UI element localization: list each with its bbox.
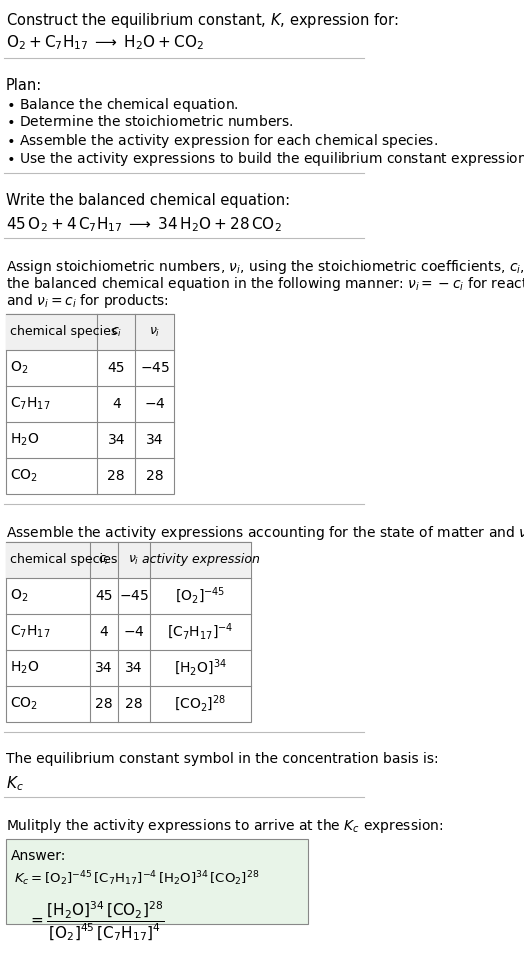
Text: $\mathrm{C_7H_{17}}$: $\mathrm{C_7H_{17}}$ — [10, 396, 50, 412]
Text: $-4$: $-4$ — [123, 625, 145, 639]
Text: chemical species: chemical species — [10, 326, 117, 338]
Text: 4: 4 — [112, 397, 121, 411]
Text: $K_c = [\mathrm{O_2}]^{-45}\,[\mathrm{C_7H_{17}}]^{-4}\,[\mathrm{H_2O}]^{34}\,[\: $K_c = [\mathrm{O_2}]^{-45}\,[\mathrm{C_… — [14, 869, 259, 888]
Text: Mulitply the activity expressions to arrive at the $K_c$ expression:: Mulitply the activity expressions to arr… — [6, 817, 443, 835]
Text: $[\mathrm{O_2}]^{-45}$: $[\mathrm{O_2}]^{-45}$ — [175, 586, 226, 606]
Text: 34: 34 — [107, 433, 125, 447]
Text: $\bullet$ Use the activity expressions to build the equilibrium constant express: $\bullet$ Use the activity expressions t… — [6, 150, 524, 168]
Text: $-45$: $-45$ — [119, 589, 149, 603]
Text: $\nu_i$: $\nu_i$ — [149, 326, 160, 338]
Text: 28: 28 — [95, 697, 113, 711]
Text: activity expression: activity expression — [141, 554, 259, 566]
Text: $[\mathrm{H_2O}]^{34}$: $[\mathrm{H_2O}]^{34}$ — [174, 657, 227, 678]
Text: $-4$: $-4$ — [144, 397, 166, 411]
Text: $\nu_i$: $\nu_i$ — [128, 554, 139, 567]
Text: $c_i$: $c_i$ — [99, 554, 110, 567]
Bar — [6, 314, 174, 494]
Text: 34: 34 — [146, 433, 163, 447]
Text: and $\nu_i = c_i$ for products:: and $\nu_i = c_i$ for products: — [6, 292, 169, 310]
Text: 34: 34 — [125, 661, 143, 675]
Text: Assign stoichiometric numbers, $\nu_i$, using the stoichiometric coefficients, $: Assign stoichiometric numbers, $\nu_i$, … — [6, 258, 524, 276]
Bar — [6, 839, 308, 924]
Text: chemical species: chemical species — [10, 554, 117, 566]
Text: Write the balanced chemical equation:: Write the balanced chemical equation: — [6, 193, 290, 208]
Text: $K_c$: $K_c$ — [6, 774, 24, 793]
Text: $c_i$: $c_i$ — [111, 326, 122, 338]
Text: Answer:: Answer: — [10, 849, 66, 863]
Text: $\mathrm{O_2}$: $\mathrm{O_2}$ — [10, 588, 28, 604]
Text: Plan:: Plan: — [6, 78, 42, 93]
Text: Assemble the activity expressions accounting for the state of matter and $\nu_i$: Assemble the activity expressions accoun… — [6, 524, 524, 542]
Text: 28: 28 — [107, 469, 125, 483]
Text: $\bullet$ Determine the stoichiometric numbers.: $\bullet$ Determine the stoichiometric n… — [6, 114, 293, 129]
Text: the balanced chemical equation in the following manner: $\nu_i = -c_i$ for react: the balanced chemical equation in the fo… — [6, 275, 524, 293]
Text: 28: 28 — [125, 697, 143, 711]
Text: $\mathrm{CO_2}$: $\mathrm{CO_2}$ — [10, 468, 38, 484]
Text: $\mathrm{O_2 + C_7H_{17} \;\longrightarrow\; H_2O + CO_2}$: $\mathrm{O_2 + C_7H_{17} \;\longrightarr… — [6, 33, 203, 52]
Text: 45: 45 — [95, 589, 113, 603]
Text: $\mathrm{H_2O}$: $\mathrm{H_2O}$ — [10, 660, 39, 677]
Bar — [6, 542, 252, 578]
Text: $45\,\mathrm{O_2} + 4\,\mathrm{C_7H_{17}} \;\longrightarrow\; 34\,\mathrm{H_2O} : $45\,\mathrm{O_2} + 4\,\mathrm{C_7H_{17}… — [6, 215, 281, 234]
Text: $\mathrm{C_7H_{17}}$: $\mathrm{C_7H_{17}}$ — [10, 624, 50, 640]
Text: $[\mathrm{CO_2}]^{28}$: $[\mathrm{CO_2}]^{28}$ — [174, 694, 226, 714]
Text: $\mathrm{O_2}$: $\mathrm{O_2}$ — [10, 359, 28, 376]
Text: $\mathrm{CO_2}$: $\mathrm{CO_2}$ — [10, 696, 38, 712]
Bar — [6, 542, 252, 722]
Bar — [6, 314, 174, 350]
Text: 28: 28 — [146, 469, 163, 483]
Text: 45: 45 — [107, 361, 125, 375]
Text: $\mathrm{H_2O}$: $\mathrm{H_2O}$ — [10, 431, 39, 448]
Text: $= \dfrac{[\mathrm{H_2O}]^{34}\,[\mathrm{CO_2}]^{28}}{[\mathrm{O_2}]^{45}\,[\mat: $= \dfrac{[\mathrm{H_2O}]^{34}\,[\mathrm… — [28, 899, 165, 943]
Text: $-45$: $-45$ — [140, 361, 170, 375]
Text: $\bullet$ Assemble the activity expression for each chemical species.: $\bullet$ Assemble the activity expressi… — [6, 132, 438, 150]
Text: 4: 4 — [100, 625, 108, 639]
Text: Construct the equilibrium constant, $K$, expression for:: Construct the equilibrium constant, $K$,… — [6, 11, 398, 30]
Text: The equilibrium constant symbol in the concentration basis is:: The equilibrium constant symbol in the c… — [6, 752, 438, 766]
Text: 34: 34 — [95, 661, 113, 675]
Text: $\bullet$ Balance the chemical equation.: $\bullet$ Balance the chemical equation. — [6, 96, 238, 114]
Text: $[\mathrm{C_7H_{17}}]^{-4}$: $[\mathrm{C_7H_{17}}]^{-4}$ — [167, 622, 234, 642]
